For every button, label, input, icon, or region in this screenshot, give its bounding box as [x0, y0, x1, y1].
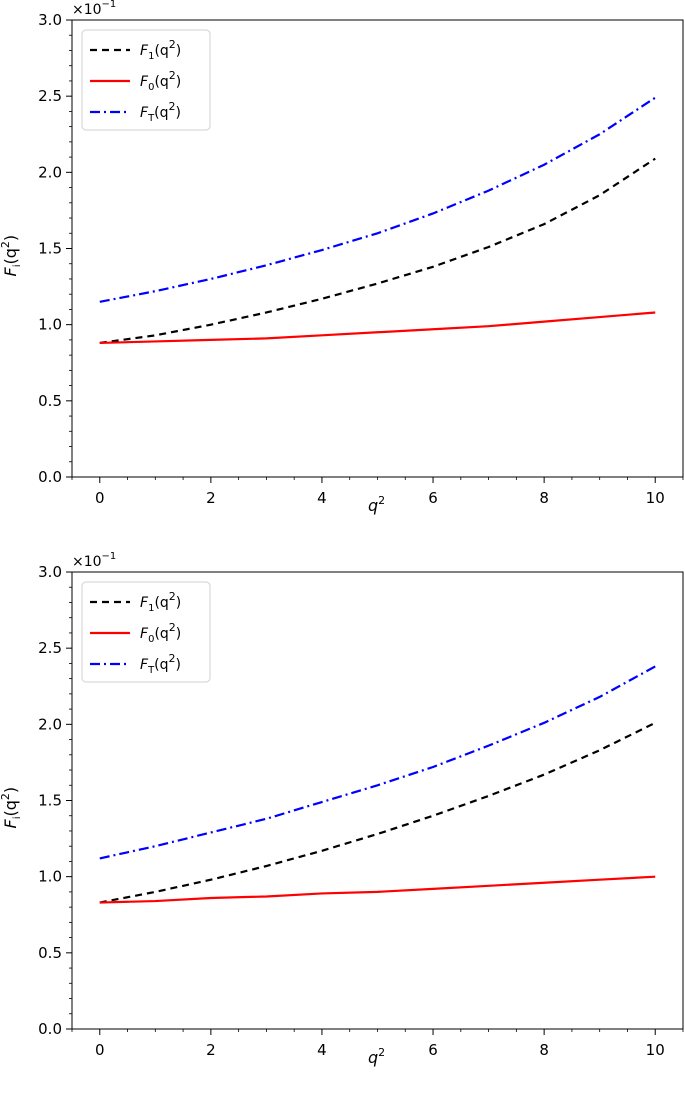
x-tick-label: 6 [428, 1041, 438, 1059]
y-tick-label: 3.0 [38, 563, 62, 581]
y-tick-label: 0.5 [38, 392, 62, 410]
y-tick-label: 0.5 [38, 944, 62, 962]
x-tick-label: 2 [206, 1041, 216, 1059]
y-tick-label: 2.5 [38, 639, 62, 657]
x-tick-label: 8 [539, 489, 549, 507]
legend-label-2: FT(q2) [140, 652, 181, 676]
chart-svg-bottom: 0 2 4 6 8 10 0.0 0.5 1.0 1.5 2.0 2.5 3.0 ×10−1 q2 Fi(q2… [0, 552, 684, 1067]
chart-panel-bottom: 0 2 4 6 8 10 0.0 0.5 1.0 1.5 2.0 2.5 3.0 ×10−1 q2 Fi(q2… [0, 552, 685, 1104]
x-tick-label: 4 [317, 489, 327, 507]
y-tick-label: 1.5 [38, 240, 62, 258]
x-tick-label: 8 [539, 1041, 549, 1059]
legend-box [81, 29, 211, 131]
y-tick-label: 2.0 [38, 163, 62, 181]
x-tick-label: 0 [95, 489, 105, 507]
x-tick-label: 10 [646, 1041, 665, 1059]
x-tick-label: 0 [95, 1041, 105, 1059]
legend: F1(q2) F0(q2) FT(q2) [81, 581, 211, 683]
legend-label-0: F1(q2) [140, 38, 181, 62]
legend: F1(q2) F0(q2) FT(q2) [81, 29, 211, 131]
legend-box [81, 581, 211, 683]
series-line-2 [99, 665, 656, 860]
series-line-0 [99, 721, 656, 904]
x-tick-label: 2 [206, 489, 216, 507]
x-tick-label: 4 [317, 1041, 327, 1059]
y-tick-label: 2.5 [38, 87, 62, 105]
legend-label-2: FT(q2) [140, 100, 181, 124]
chart-panel-top: 0 2 4 6 8 10 0.0 0.5 1.0 1.5 2.0 2.5 3.0 ×10−1 q2 Fi(q2… [0, 0, 685, 552]
y-tick-label: 1.5 [38, 792, 62, 810]
y-tick-label: 0.0 [38, 1020, 62, 1038]
y-axis-label: Fi(q2) [0, 235, 23, 277]
series-line-0 [99, 157, 656, 345]
x-tick-label: 10 [646, 489, 665, 507]
chart-svg-top: 0 2 4 6 8 10 0.0 0.5 1.0 1.5 2.0 2.5 3.0 ×10−1 q2 Fi(q2… [0, 0, 684, 515]
y-tick-label: 2.0 [38, 715, 62, 733]
y-tick-label: 0.0 [38, 468, 62, 486]
legend-label-1: F0(q2) [140, 69, 181, 93]
y-axis-label: Fi(q2) [0, 787, 23, 829]
series-line-1 [99, 875, 656, 904]
legend-label-0: F1(q2) [140, 590, 181, 614]
series-line-2 [99, 96, 656, 303]
x-axis-label: q2 [368, 1046, 385, 1067]
legend-label-1: F0(q2) [140, 621, 181, 645]
x-axis-label: q2 [368, 494, 385, 515]
axis-offset-text: ×10−1 [72, 552, 116, 570]
y-tick-label: 1.0 [38, 316, 62, 334]
series-line-1 [99, 311, 656, 345]
axis-offset-text: ×10−1 [72, 0, 116, 18]
y-tick-label: 3.0 [38, 11, 62, 29]
x-tick-label: 6 [428, 489, 438, 507]
y-tick-label: 1.0 [38, 868, 62, 886]
